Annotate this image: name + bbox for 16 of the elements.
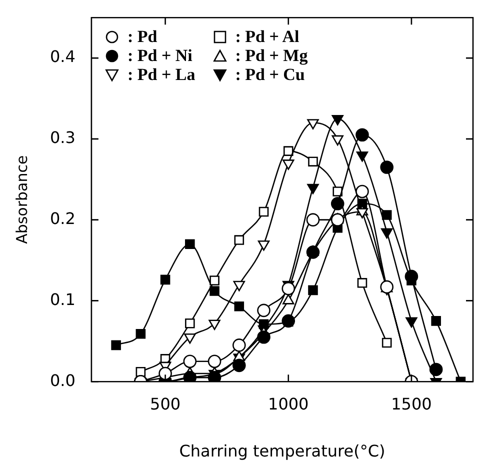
y-tick-label: 0.3 xyxy=(50,128,76,148)
y-tick-label: 0.1 xyxy=(50,290,76,309)
y-tick-label: 0.0 xyxy=(50,370,76,390)
x-axis-title: Charring temperature(°C) xyxy=(179,442,386,461)
y-tick-label: 0.4 xyxy=(50,47,76,66)
y-axis-title: Absorbance xyxy=(12,155,31,244)
legend-label: : Pd + Mg xyxy=(235,46,308,66)
y-tick-label: 0.2 xyxy=(50,208,76,228)
legend-label: : Pd + Al xyxy=(235,27,300,48)
legend-label: : Pd + Cu xyxy=(235,65,305,86)
legend-label: : Pd + Ni xyxy=(127,46,192,66)
x-tick-label: 1500 xyxy=(391,394,432,414)
legend-label: : Pd xyxy=(127,27,158,48)
legend-label: : Pd + La xyxy=(127,65,196,86)
x-tick-label: 1000 xyxy=(268,394,309,414)
x-tick-label: 500 xyxy=(150,394,181,414)
